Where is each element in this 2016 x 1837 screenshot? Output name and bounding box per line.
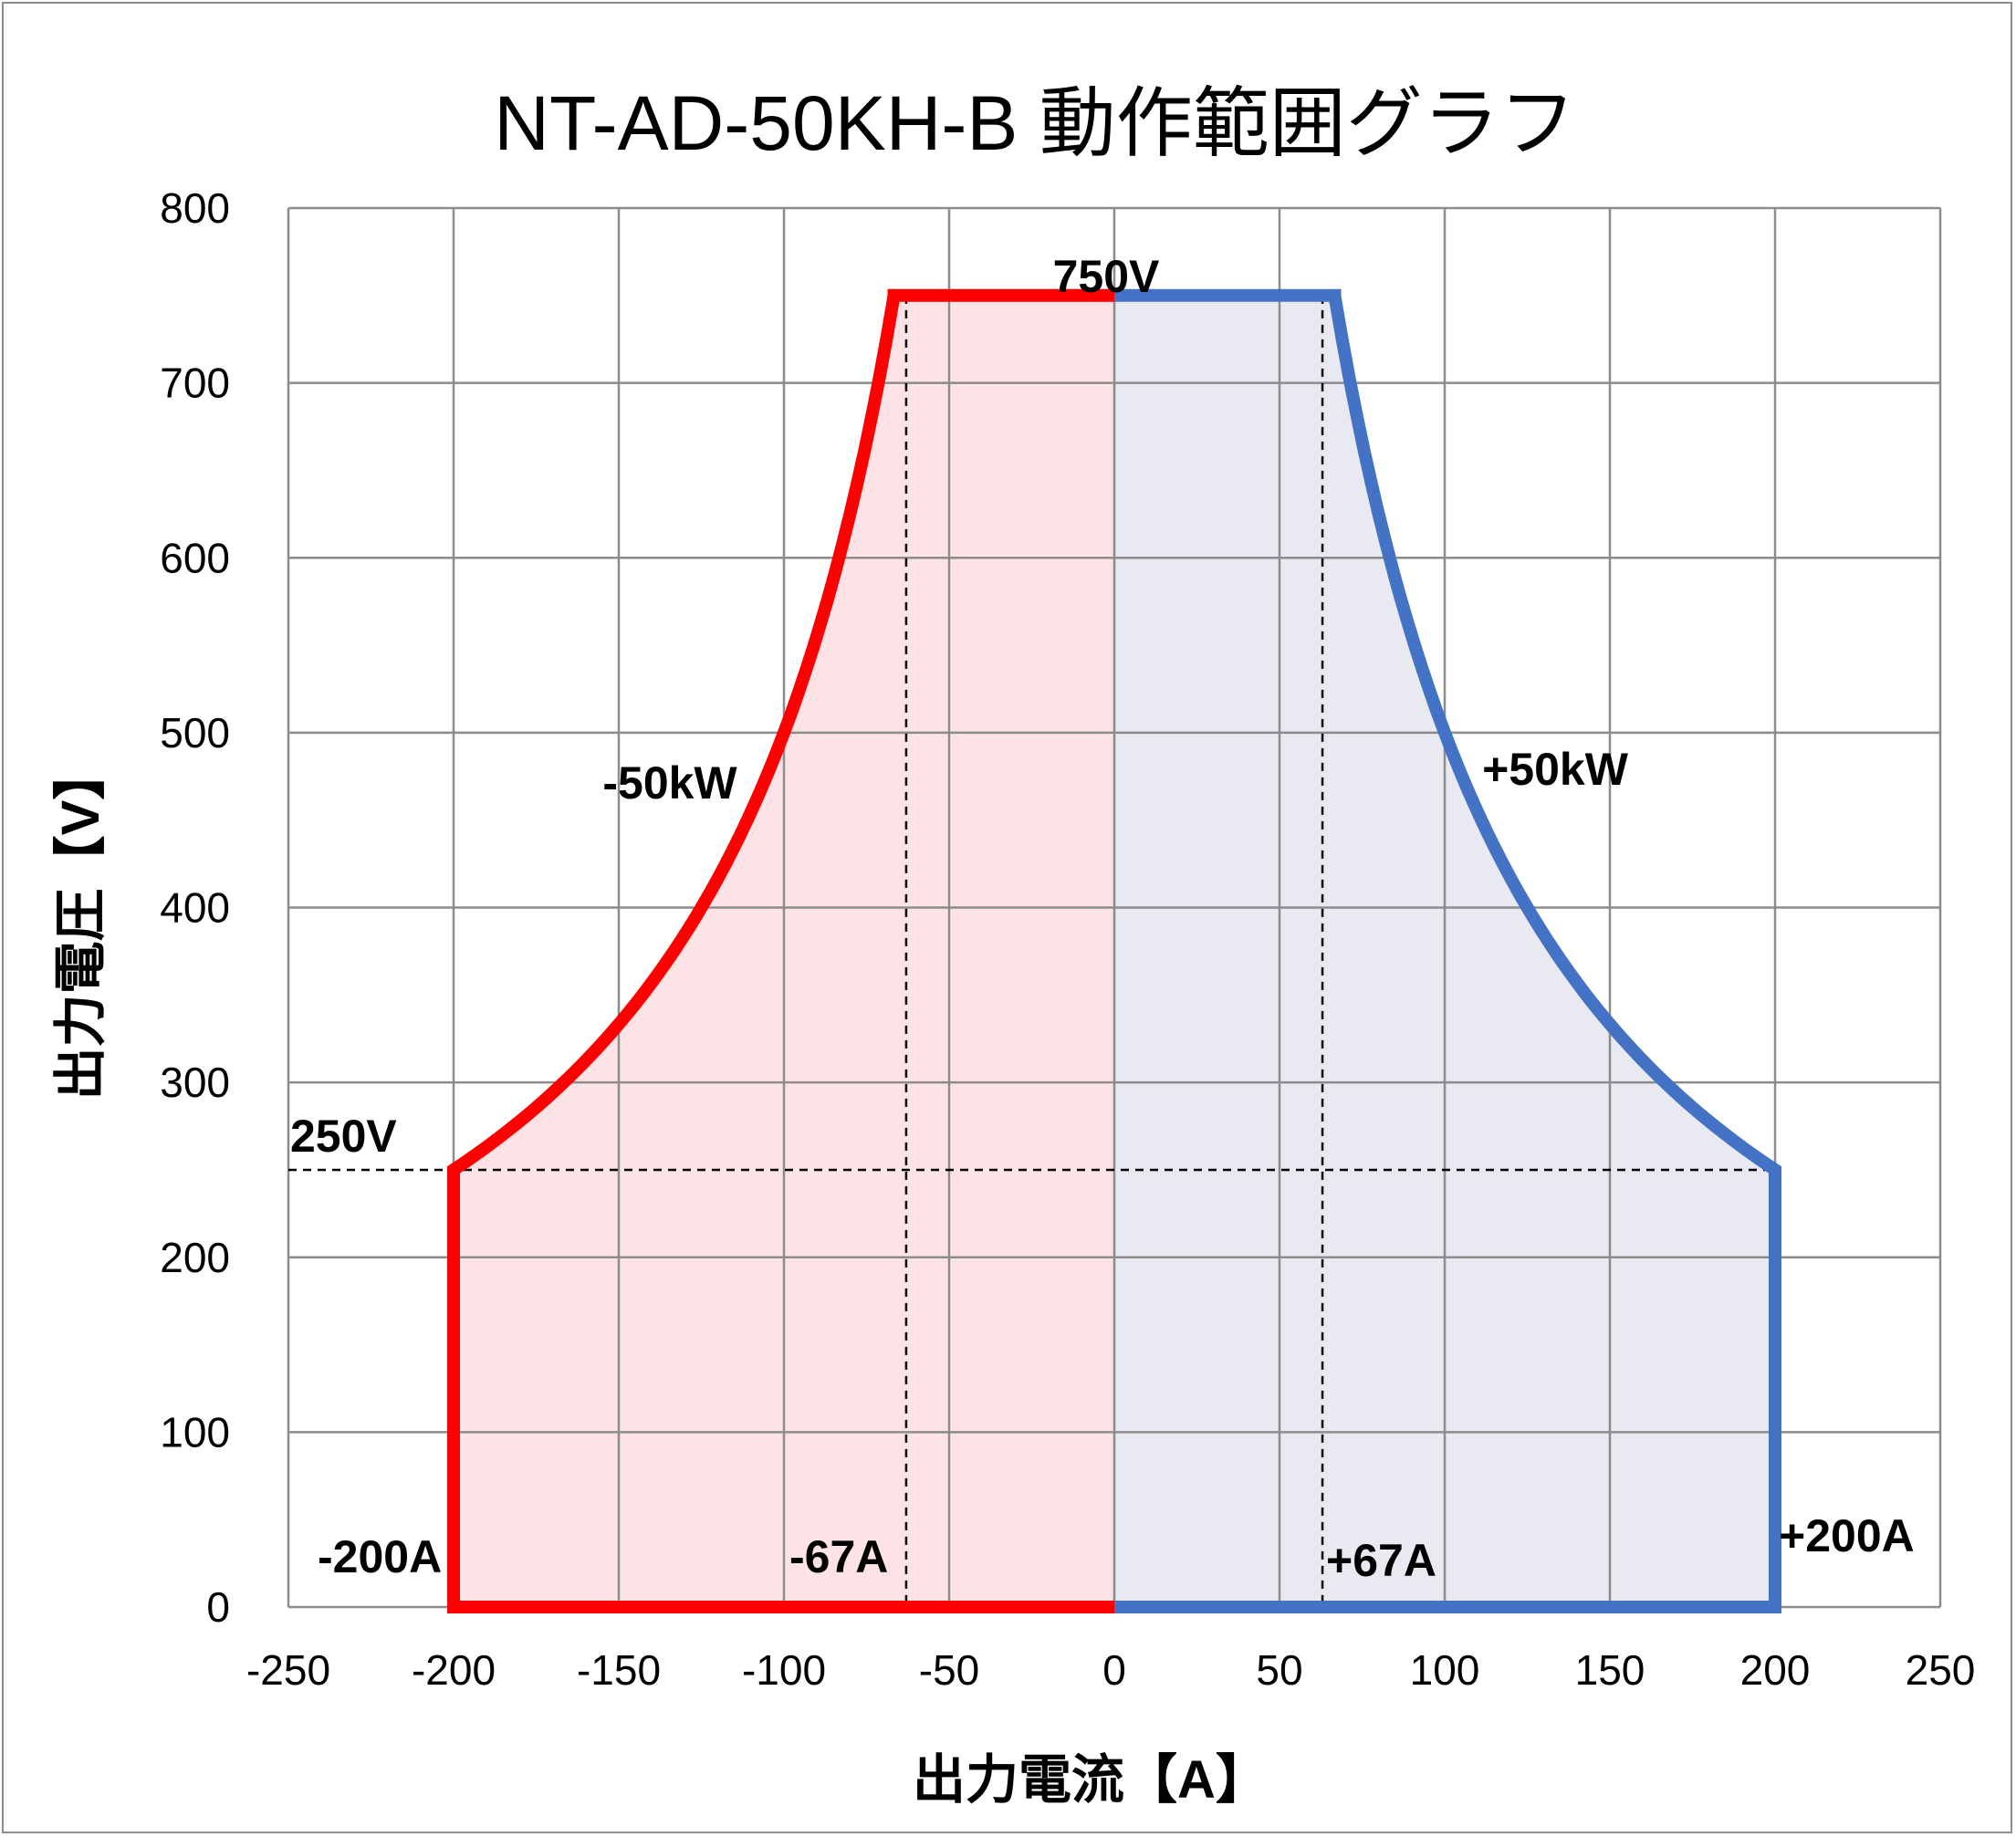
x-tick-label: -150 [577, 1646, 661, 1694]
y-tick-label: 100 [160, 1408, 230, 1456]
y-axis-title: 出力電圧【V】 [51, 747, 110, 1101]
x-tick-label: -200 [412, 1646, 496, 1694]
label-250v: 250V [290, 1111, 397, 1162]
label-neg-50kw: -50kW [602, 757, 737, 809]
label-750v: 750V [1053, 251, 1160, 302]
y-tick-label: 200 [160, 1234, 230, 1281]
label-pos-67a: +67A [1326, 1535, 1436, 1586]
label-pos-50kw: +50kW [1482, 744, 1629, 795]
y-tick-label: 500 [160, 709, 230, 757]
y-tick-label: 800 [160, 184, 230, 232]
x-tick-label: -100 [742, 1646, 826, 1694]
x-tick-label: 150 [1575, 1646, 1645, 1694]
y-tick-label: 0 [206, 1583, 230, 1631]
x-tick-label: 100 [1410, 1646, 1480, 1694]
x-tick-label: 50 [1256, 1646, 1302, 1694]
label-neg-200a: -200A [318, 1531, 442, 1582]
boundary-line-positive [1114, 288, 1781, 1613]
y-tick-label: 600 [160, 534, 230, 581]
y-tick-label: 400 [160, 884, 230, 932]
x-axis-title: 出力電流【A】 [913, 1750, 1269, 1810]
x-tick-label: -50 [919, 1646, 979, 1694]
boundary-line-negative [447, 288, 1114, 1613]
chart-title: NT-AD-50KH-B 動作範囲グラフ [494, 80, 1575, 166]
x-tick-label: 0 [1102, 1646, 1126, 1694]
label-pos-200a: +200A [1779, 1510, 1915, 1561]
x-tick-label: -250 [246, 1646, 330, 1694]
label-neg-67a: -67A [789, 1531, 888, 1582]
x-tick-label: 250 [1906, 1646, 1976, 1694]
x-tick-label: 200 [1740, 1646, 1811, 1694]
y-tick-label: 300 [160, 1059, 230, 1106]
y-tick-label: 700 [160, 360, 230, 407]
